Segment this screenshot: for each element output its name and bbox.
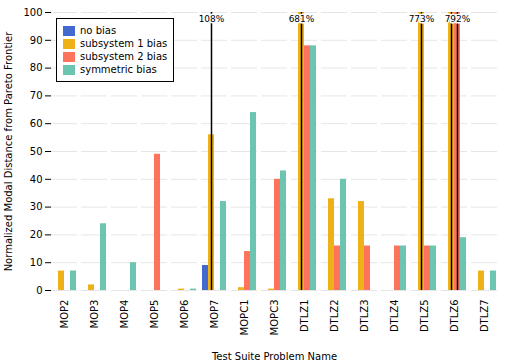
html-text:subsystem 2 bias: subsystem 2 bias [80,51,168,62]
svg-text:20: 20 [30,229,43,240]
svg-text:MOP6: MOP6 [179,300,190,329]
svg-text:10: 10 [30,257,43,268]
html-text:symmetric bias: symmetric bias [80,64,157,75]
svg-text:773%: 773% [409,14,435,24]
svg-text:108%: 108% [199,14,225,24]
html-text:subsystem 1 bias: subsystem 1 bias [80,38,168,49]
svg-text:DTLZ6: DTLZ6 [449,300,460,333]
svg-text:100: 100 [23,7,42,18]
svg-text:90: 90 [30,35,43,46]
svg-text:0: 0 [36,285,42,296]
svg-text:MOP5: MOP5 [149,300,160,329]
svg-text:DTLZ7: DTLZ7 [479,300,490,333]
svg-text:DTLZ5: DTLZ5 [419,300,430,333]
svg-text:681%: 681% [289,14,315,24]
svg-text:30: 30 [30,201,43,212]
svg-text:MOP3: MOP3 [89,300,100,329]
svg-text:MOP2: MOP2 [59,300,70,329]
svg-text:60: 60 [30,118,43,129]
svg-text:50: 50 [30,146,43,157]
svg-text:MOPC3: MOPC3 [269,300,280,336]
html-text:no bias: no bias [80,25,117,36]
svg-text:MOPC1: MOPC1 [239,300,250,336]
svg-text:Test Suite Problem Name: Test Suite Problem Name [211,351,337,362]
svg-text:DTLZ1: DTLZ1 [299,300,310,333]
svg-text:70: 70 [30,90,43,101]
svg-text:40: 40 [30,174,43,185]
svg-text:DTLZ2: DTLZ2 [329,300,340,333]
svg-text:80: 80 [30,62,43,73]
svg-text:MOP4: MOP4 [119,300,130,329]
svg-text:DTLZ4: DTLZ4 [389,300,400,333]
svg-text:Normalized Modal Distance from: Normalized Modal Distance from Pareto Fr… [3,31,14,272]
svg-text:MOP7: MOP7 [209,300,220,329]
svg-text:DTLZ3: DTLZ3 [359,300,370,333]
svg-text:792%: 792% [445,14,471,24]
